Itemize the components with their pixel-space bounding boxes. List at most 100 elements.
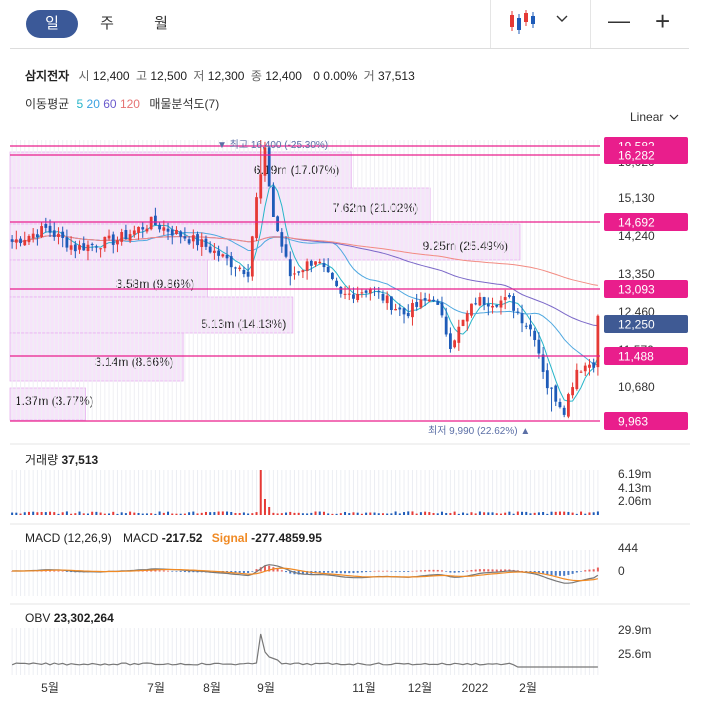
volume-bar: [150, 513, 153, 515]
volume-bar: [331, 513, 334, 515]
volume-axis-tick: 4.13m: [618, 481, 651, 495]
candle-body: [200, 239, 204, 247]
volume-bar: [542, 511, 545, 515]
volume-bar: [567, 511, 570, 515]
candle-body: [196, 234, 199, 246]
price-level-label: 13,093: [618, 283, 655, 297]
candle-body: [592, 362, 596, 368]
macd-histogram-bar: [462, 571, 465, 572]
candle-body: [280, 232, 284, 247]
volume-bar: [95, 511, 98, 515]
macd-histogram-bar: [398, 571, 401, 572]
low-annotation: 최저 9,990 (22.62%) ▲: [428, 425, 530, 437]
ma5-label: 5: [76, 97, 84, 111]
volume-bar: [221, 511, 224, 515]
price-level-label: 11,488: [618, 350, 654, 364]
candle-body: [116, 240, 119, 245]
candle-body: [347, 293, 351, 295]
candle-body: [368, 289, 372, 294]
macd-histogram-bar: [280, 570, 283, 572]
volume-bar: [575, 513, 578, 515]
candle-body: [250, 236, 254, 277]
candle-body: [170, 229, 174, 236]
volume-profile-bar: [9, 387, 86, 421]
obv-line: [11, 633, 598, 668]
chevron-down-icon[interactable]: [556, 14, 568, 24]
volume-bar: [255, 512, 258, 515]
macd-histogram-bar: [150, 569, 153, 572]
macd-histogram-bar: [339, 571, 342, 574]
tab-weekly[interactable]: 주: [100, 15, 114, 32]
volume-bar: [318, 511, 321, 515]
zoom-out-button[interactable]: —: [608, 8, 630, 33]
macd-histogram-bar: [369, 571, 372, 572]
macd-histogram-bar: [188, 571, 191, 573]
macd-histogram-bar: [154, 570, 157, 572]
volume-bar: [112, 511, 115, 515]
volume-bar: [483, 512, 486, 515]
macd-histogram-bar: [403, 571, 406, 572]
candle-body: [537, 339, 541, 354]
volume-bar: [419, 512, 422, 515]
volume-bar: [213, 512, 216, 515]
zoom-in-button[interactable]: +: [655, 6, 671, 36]
macd-histogram-bar: [546, 571, 549, 576]
candle-body: [436, 301, 440, 305]
volume-bar: [348, 513, 351, 515]
macd-histogram-bar: [474, 569, 477, 572]
macd-histogram-bar: [348, 571, 351, 574]
toolbar-divider: [590, 0, 591, 48]
candle-body: [309, 260, 313, 266]
macd-histogram-bar: [542, 571, 545, 575]
scale-selector[interactable]: Linear: [630, 110, 679, 124]
tab-daily[interactable]: 일: [26, 10, 78, 38]
candle-body: [288, 259, 292, 277]
candle-body: [398, 307, 402, 310]
candle-body: [314, 261, 317, 265]
candle-body: [335, 280, 339, 287]
volume-bar: [339, 513, 342, 515]
candle-body: [444, 316, 448, 335]
candle-body: [571, 387, 575, 396]
low-label: 저: [193, 69, 205, 83]
candle-body: [111, 234, 115, 245]
volume-axis-tick: 2.06m: [618, 494, 651, 508]
candle-body: [234, 267, 237, 269]
volume-bar: [171, 513, 174, 515]
price-level-tag: [604, 412, 688, 430]
volume-bar: [373, 512, 376, 515]
macd-histogram-bar: [390, 571, 393, 572]
candle-body: [217, 250, 221, 256]
tab-monthly[interactable]: 월: [154, 15, 168, 32]
volume-bar: [440, 511, 443, 515]
macd-histogram-bar: [521, 570, 524, 572]
volume-bar: [487, 512, 490, 515]
volume-bar: [390, 513, 393, 515]
macd-histogram-bar: [499, 569, 502, 572]
volume-bar: [445, 513, 448, 515]
volume-bar: [36, 512, 39, 515]
volume-bar: [457, 513, 460, 515]
x-axis-label: 11월: [352, 681, 376, 695]
volume-label: 거: [363, 69, 375, 83]
candle-body: [415, 302, 419, 307]
volume-bar: [525, 511, 528, 515]
candle-body: [394, 308, 398, 311]
macd-histogram-bar: [504, 569, 507, 572]
macd-histogram-bar: [162, 570, 165, 572]
macd-histogram-bar: [567, 571, 570, 575]
candlestick-icon[interactable]: [508, 8, 538, 38]
candle-body: [124, 230, 128, 239]
ma120-label: 120: [119, 97, 140, 111]
candle-body: [242, 269, 246, 275]
obv-panel-title: OBV 23,302,264: [25, 611, 114, 625]
macd-histogram-bar: [238, 571, 241, 573]
candle-body: [145, 228, 149, 232]
volume-bar: [584, 513, 587, 515]
macd-histogram-bar: [65, 571, 68, 572]
candle-body: [204, 238, 208, 247]
candle-body: [86, 244, 90, 252]
volume-bar: [571, 512, 574, 515]
price-level-label: 16,282: [618, 149, 655, 163]
